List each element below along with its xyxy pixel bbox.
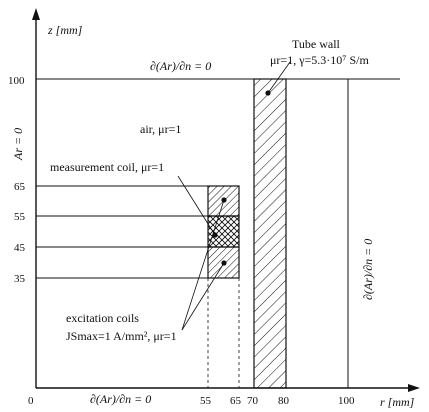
lower-coil-leader [181,262,225,331]
r-axis-label: r [mm] [380,395,415,409]
z-tick-35: 35 [14,273,26,285]
tube-wall [253,78,287,389]
bottom-boundary-condition: ∂(Ar)/∂n = 0 [90,392,151,406]
guide-lines [207,278,287,388]
excitation-coils-properties: JSmax=1 A/mm², μr=1 [66,329,177,343]
excitation-coils-title: excitation coils [66,311,139,325]
r-tick-100: 100 [338,395,355,407]
z-tick-100: 100 [8,75,25,87]
measurement-leader [177,175,216,236]
level-lines [36,185,239,279]
r-tick-0: 0 [28,395,34,407]
top-boundary-condition: ∂(Ar)/∂n = 0 [150,59,211,73]
tube-wall-leader [267,61,291,94]
domain-boundary [35,78,400,388]
right-boundary-condition: ∂(Ar)/∂n = 0 [361,239,375,300]
tube-wall-title: Tube wall [292,37,341,51]
z-axis-arrow [32,8,40,20]
left-boundary-condition: Ar = 0 [11,128,25,161]
upper-coil-leader [181,199,225,331]
z-tick-55: 55 [14,211,26,223]
r-axis-arrow [408,384,420,392]
z-tick-45: 45 [14,242,26,254]
r-tick-65: 65 [230,395,242,407]
z-axis-label: z [mm] [47,23,83,37]
tube-wall-properties: μr=1, γ=5.3·10⁷ S/m [270,53,369,67]
air-label: air, μr=1 [140,122,181,136]
leader-lines [177,61,291,331]
r-tick-55: 55 [200,395,212,407]
z-tick-65: 65 [14,181,26,193]
measurement-coil-label: measurement coil, μr=1 [50,160,164,174]
r-tick-70: 70 [247,395,259,407]
r-tick-80: 80 [278,395,290,407]
